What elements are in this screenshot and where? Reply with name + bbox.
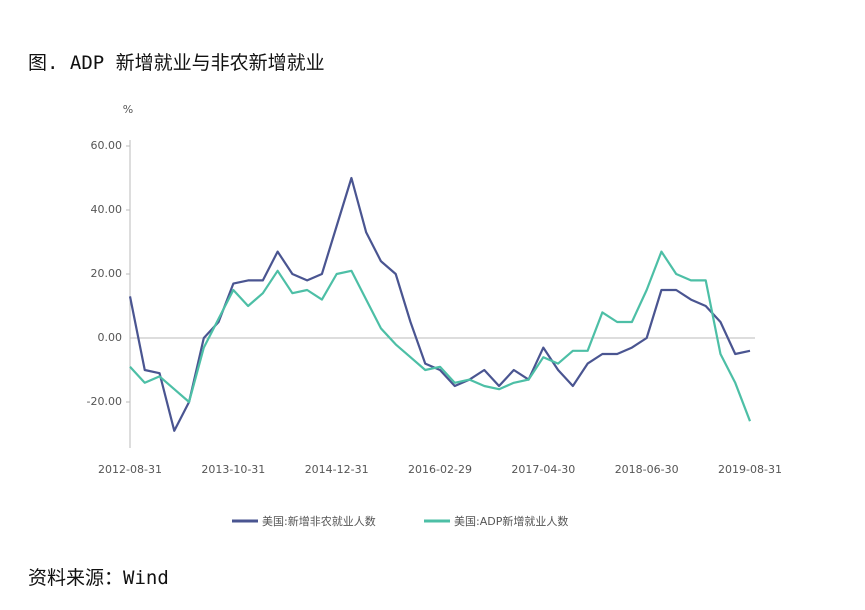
legend-label: 美国:新增非农就业人数 xyxy=(262,514,376,528)
y-tick-label: 40.00 xyxy=(91,203,123,216)
source: 资料来源：Wind xyxy=(28,567,169,589)
y-tick-label: -20.00 xyxy=(87,395,122,408)
series-line xyxy=(128,176,751,432)
y-axis-unit: % xyxy=(123,103,133,116)
x-tick-label: 2018-06-30 xyxy=(615,463,679,476)
x-tick-label: 2014-12-31 xyxy=(305,463,369,476)
x-tick-label: 2012-08-31 xyxy=(98,463,162,476)
x-tick-label: 2016-02-29 xyxy=(408,463,472,476)
legend-label: 美国:ADP新增就业人数 xyxy=(454,514,568,528)
y-tick-label: 0.00 xyxy=(98,331,123,344)
figure-title: 图. ADP 新增就业与非农新增就业 xyxy=(28,52,325,74)
x-tick-label: 2019-08-31 xyxy=(718,463,782,476)
y-tick-label: 60.00 xyxy=(91,139,123,152)
y-tick-label: 20.00 xyxy=(91,267,123,280)
series-line xyxy=(129,250,752,422)
x-tick-label: 2017-04-30 xyxy=(511,463,575,476)
x-tick-label: 2013-10-31 xyxy=(201,463,265,476)
